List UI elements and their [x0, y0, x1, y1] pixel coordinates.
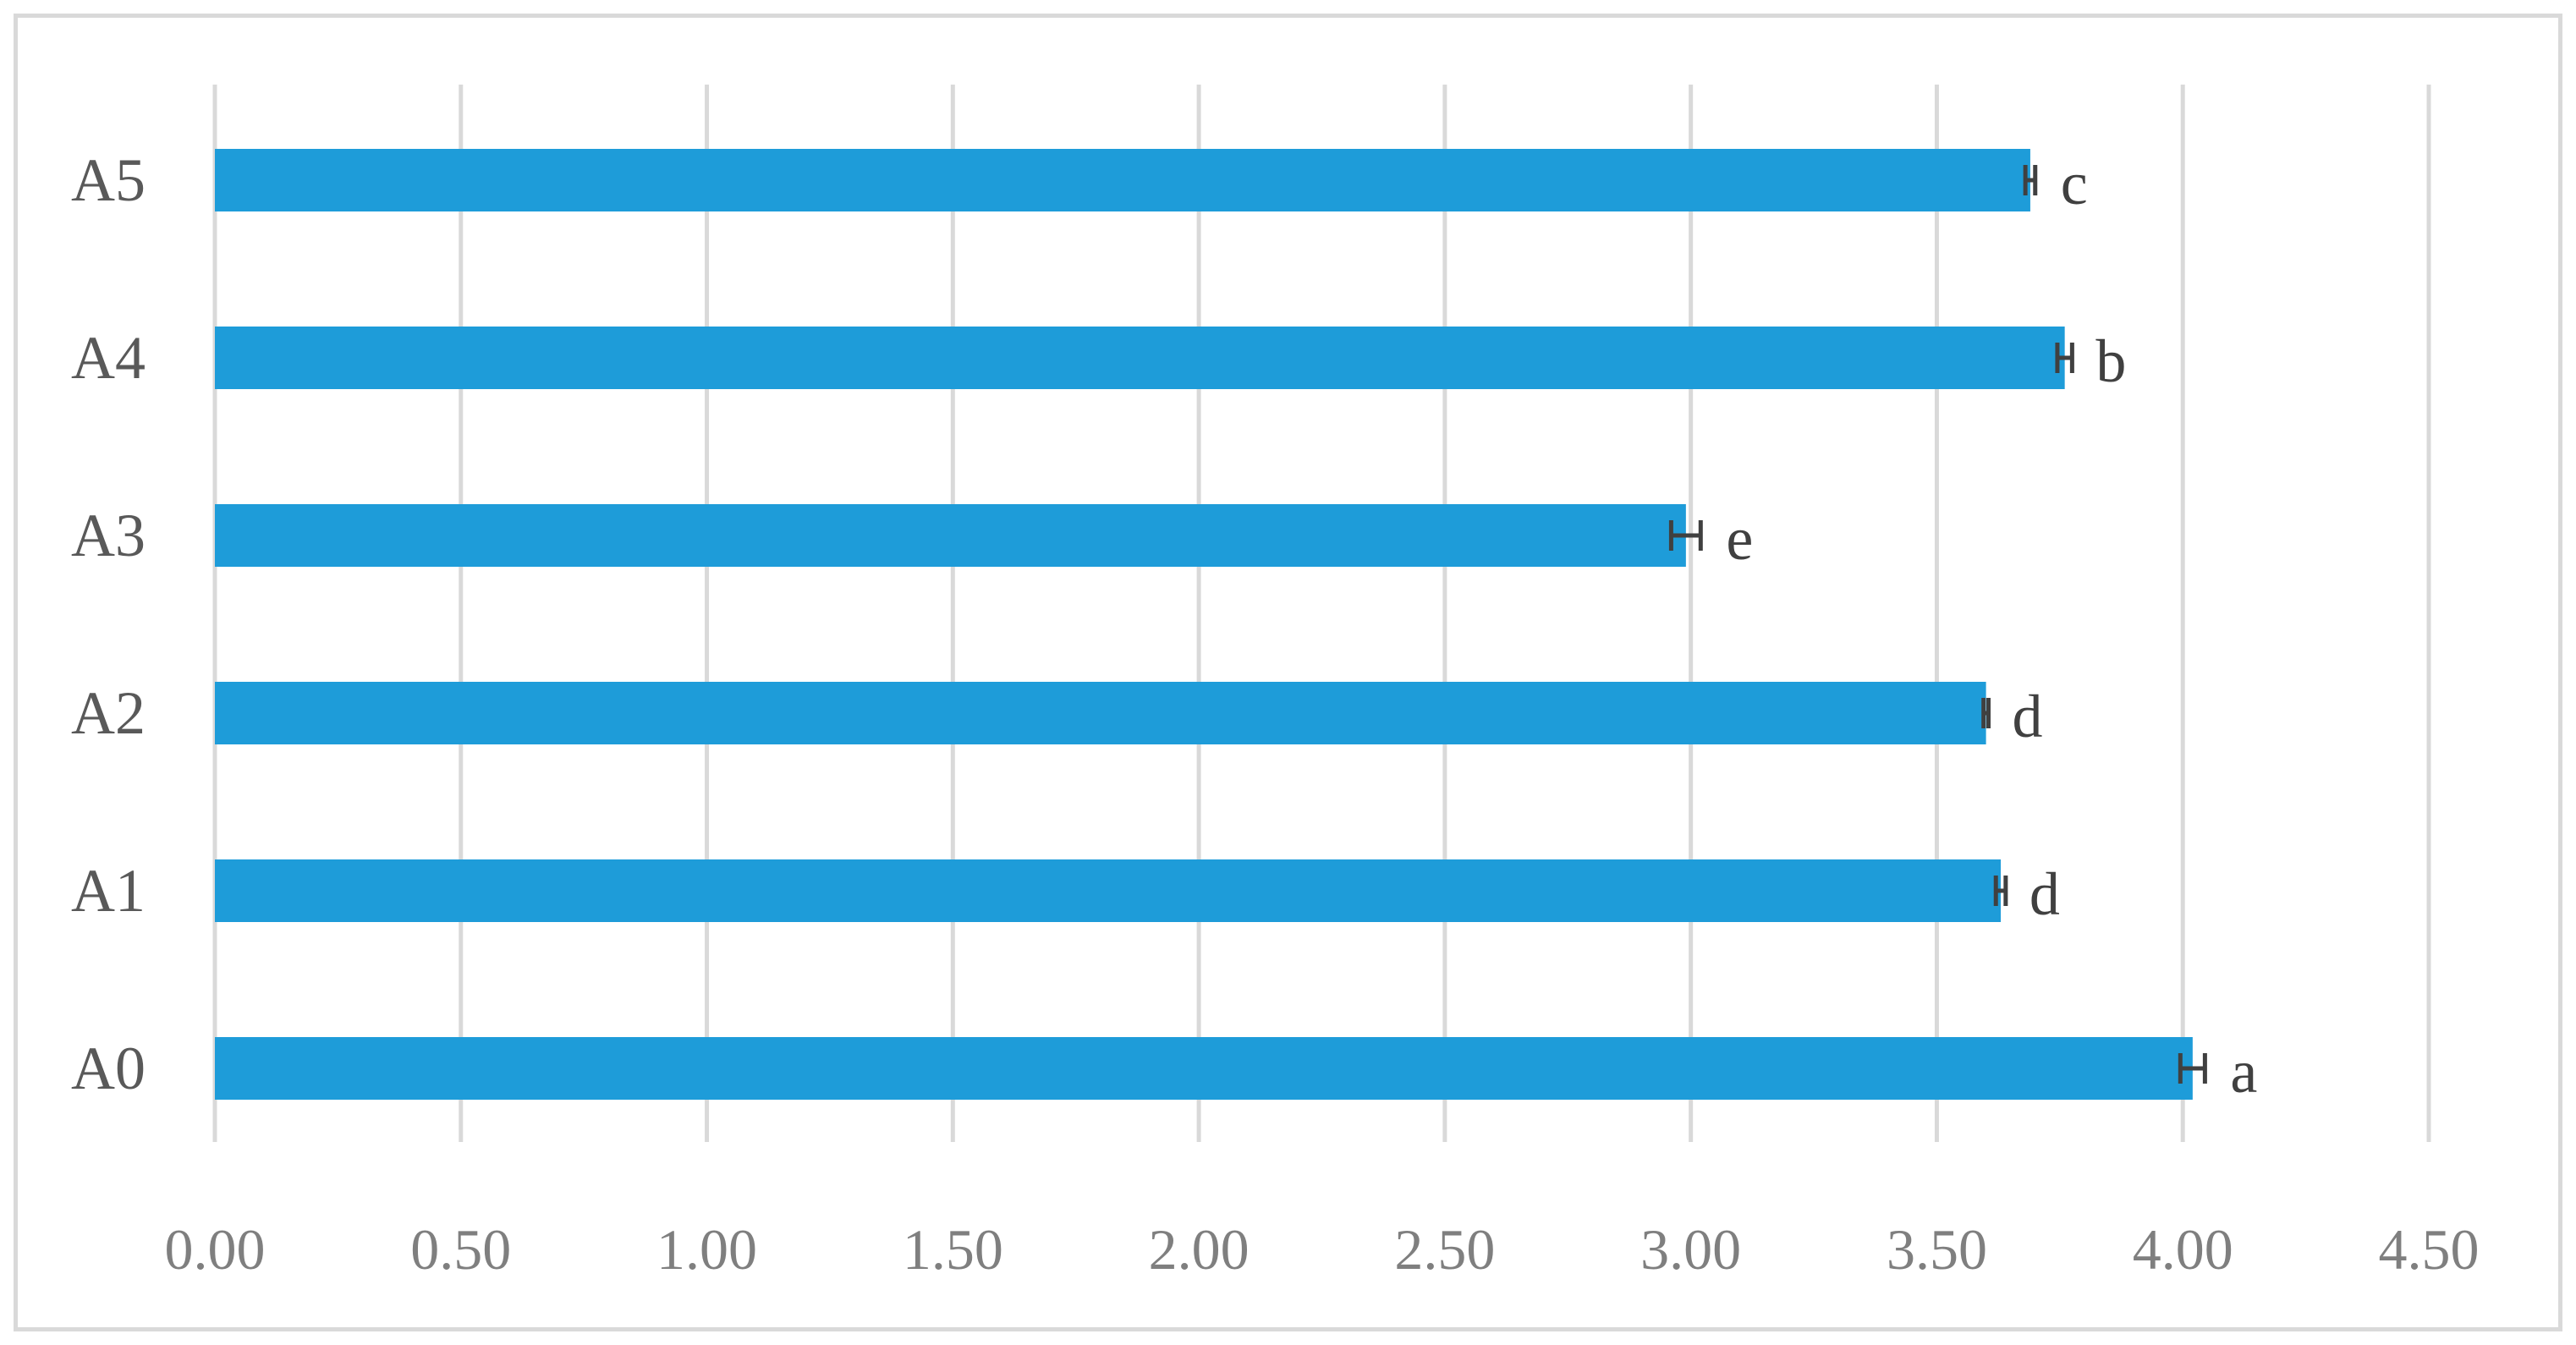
bar-a0 [215, 1037, 2193, 1100]
bar-a2 [215, 682, 1986, 744]
bar-a5 [215, 149, 2030, 211]
bar-a4 [215, 327, 2065, 389]
error-bar-a2 [1981, 698, 1991, 728]
error-bar-a3 [1668, 520, 1703, 551]
labels: 0.00 0.50 1.00 1.50 2.00 2.50 3.00 3.50 4.00 4.50… [71, 146, 2480, 1282]
x-tick-label: 2.50 [1394, 1217, 1495, 1282]
significance-letter: d [2029, 860, 2060, 928]
x-tick-label: 3.00 [1640, 1217, 1741, 1282]
significance-letter: b [2095, 327, 2126, 395]
category-label: A2 [71, 679, 146, 747]
bars [215, 149, 2193, 1100]
x-tick-label: 0.50 [410, 1217, 511, 1282]
error-bar-a1 [1993, 876, 2008, 906]
x-tick-label: 4.00 [2133, 1217, 2233, 1282]
significance-letter: a [2230, 1038, 2257, 1106]
category-label: A1 [71, 857, 146, 925]
category-label: A0 [71, 1035, 146, 1102]
significance-letter: d [2013, 683, 2043, 750]
error-bars [1668, 165, 2207, 1084]
x-tick-label: 1.00 [656, 1217, 757, 1282]
bar-a3 [215, 504, 1686, 567]
bar-a1 [215, 859, 2002, 922]
gridlines [212, 85, 2431, 1142]
category-label: A3 [71, 502, 146, 569]
significance-letter: c [2061, 150, 2088, 217]
error-bar-a0 [2178, 1053, 2207, 1084]
x-tick-label: 2.00 [1149, 1217, 1250, 1282]
chart-frame [14, 14, 2562, 1331]
x-tick-label: 1.50 [903, 1217, 1003, 1282]
significance-letter: e [1726, 505, 1753, 573]
error-bar-a5 [2023, 165, 2038, 195]
x-tick-label: 4.50 [2379, 1217, 2480, 1282]
category-label: A5 [71, 146, 146, 214]
x-tick-label: 0.00 [165, 1217, 266, 1282]
error-bar-a4 [2055, 343, 2074, 373]
category-label: A4 [71, 324, 146, 392]
x-tick-label: 3.50 [1887, 1217, 1987, 1282]
